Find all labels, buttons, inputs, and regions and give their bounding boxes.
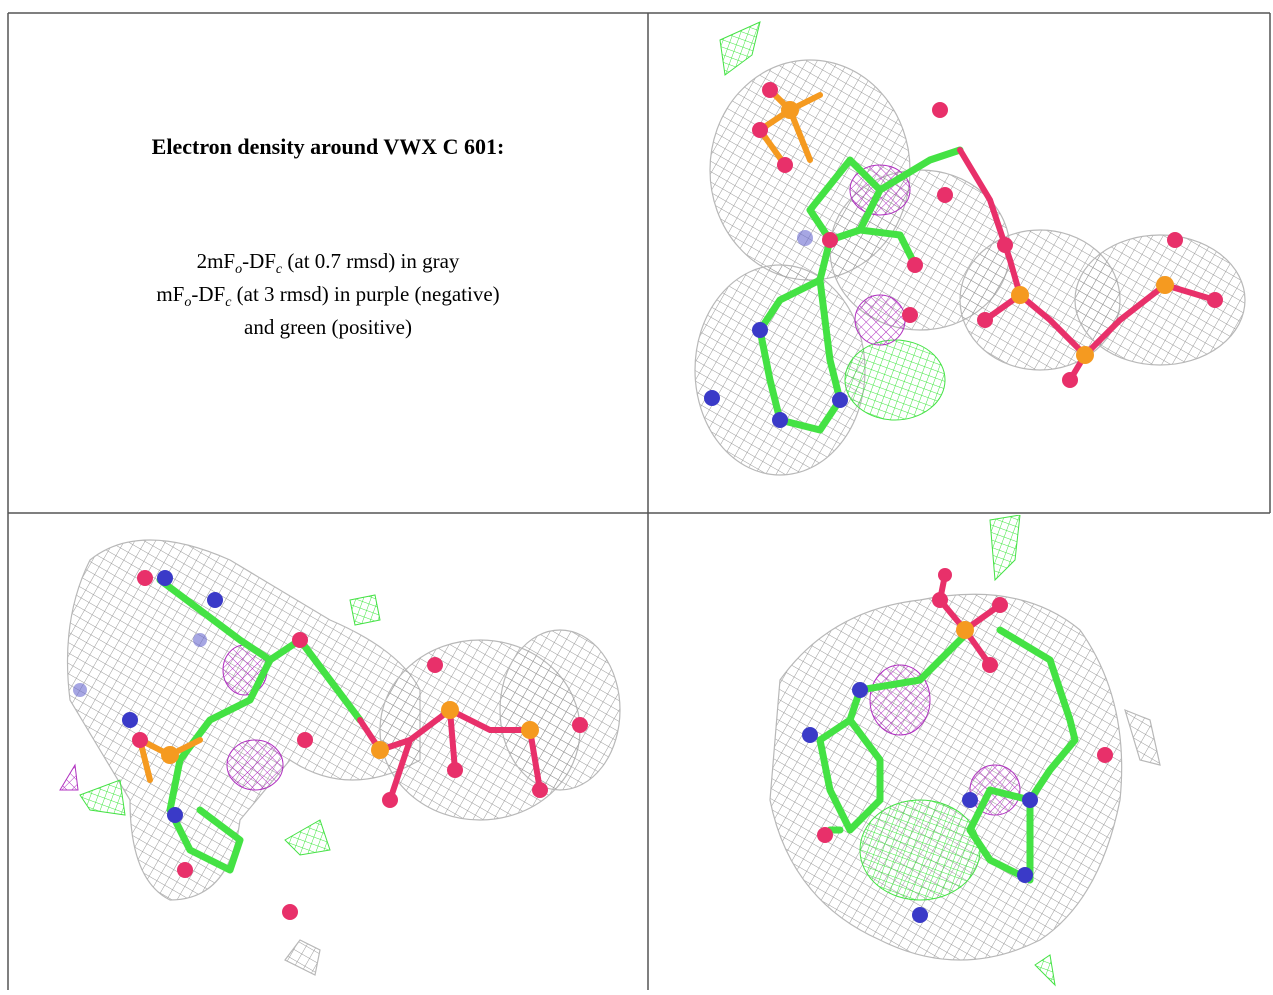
density-mesh: [1074, 234, 1246, 366]
phosphate-bonds: [357, 706, 543, 803]
legend-text: (at 3 rmsd) in purple (negative): [231, 282, 499, 306]
density-mesh: [66, 539, 421, 901]
legend-text: mF: [156, 282, 184, 306]
atoms: [802, 568, 1113, 923]
density-view-2: [59, 539, 621, 976]
ligand-bonds: [756, 146, 964, 434]
legend-line: 2mFo-DFc (at 0.7 rmsd) in gray: [197, 249, 460, 277]
subscript: c: [276, 262, 283, 277]
subscript: o: [235, 262, 242, 277]
positive-density: [284, 819, 331, 856]
positive-density: [349, 594, 381, 626]
subscript: o: [184, 295, 191, 310]
positive-density: [989, 515, 1021, 582]
legend-text: 2mF: [197, 249, 236, 273]
positive-density: [719, 21, 761, 76]
atoms: [73, 570, 588, 920]
legend-line: mFo-DFc (at 3 rmsd) in purple (negative): [156, 282, 499, 310]
density-mesh: [284, 939, 321, 976]
legend-text: -DF: [242, 249, 276, 273]
legend-text: -DF: [191, 282, 225, 306]
density-mesh: [1124, 708, 1161, 766]
subscript: c: [225, 295, 232, 310]
positive-density: [844, 339, 946, 421]
table-borders: [7, 12, 1271, 990]
positive-density: [79, 779, 126, 816]
density-mesh: [499, 629, 621, 791]
density-view-3: [769, 515, 1161, 987]
negative-density: [226, 739, 284, 791]
atoms: [704, 82, 1223, 428]
density-view-1: [694, 21, 1246, 476]
positive-density: [859, 799, 981, 901]
title: Electron density around VWX C 601:: [152, 134, 505, 159]
legend-text: and green (positive): [244, 315, 412, 339]
positive-density: [1034, 954, 1056, 987]
density-mesh: [769, 593, 1123, 961]
legend-text: (at 0.7 rmsd) in gray: [282, 249, 460, 273]
legend-line: and green (positive): [244, 315, 412, 339]
negative-density: [854, 294, 906, 346]
negative-density: [59, 763, 79, 791]
